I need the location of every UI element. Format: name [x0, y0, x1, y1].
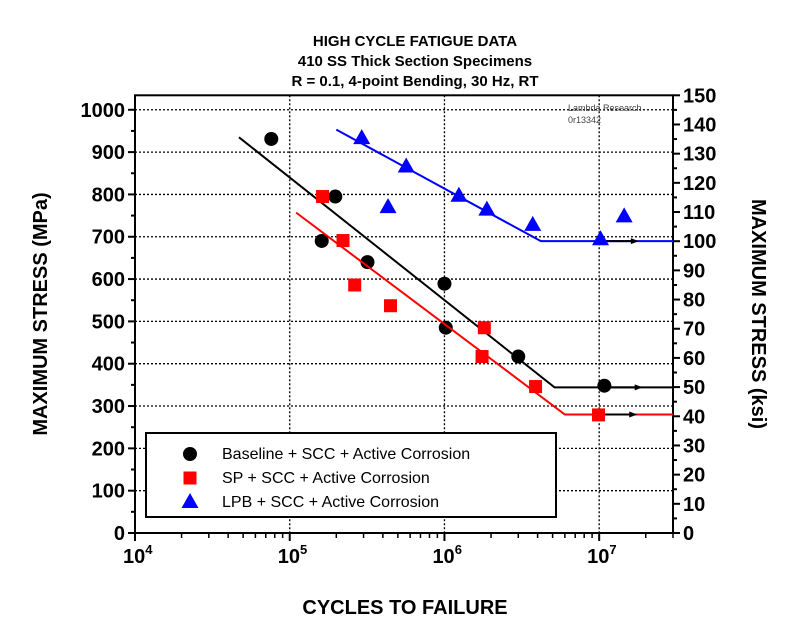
- y-tick-label: 200: [92, 438, 125, 460]
- y-tick-label: 500: [92, 311, 125, 333]
- data-point-lpb: [592, 230, 610, 246]
- y2-tick-label: 100: [683, 231, 716, 253]
- chart-subtitle-2: R = 0.1, 4-point Bending, 30 Hz, RT: [291, 73, 538, 90]
- annotation-id: 0r13342: [568, 115, 601, 125]
- data-point-lpb: [450, 186, 468, 202]
- data-point-baseline: [438, 320, 453, 335]
- y2-tick-label: 140: [683, 114, 716, 136]
- y2-tick-label: 130: [683, 144, 716, 166]
- y2-tick-label: 0: [683, 523, 694, 545]
- data-point-baseline: [328, 189, 343, 204]
- x-tick-label: 106: [432, 542, 461, 568]
- y2-tick-label: 10: [683, 494, 705, 516]
- y-tick-label: 800: [92, 184, 125, 206]
- fit-line-sp: [295, 211, 673, 416]
- data-point-sp: [475, 350, 489, 364]
- legend-label-baseline: Baseline + SCC + Active Corrosion: [222, 446, 470, 463]
- x-tick-label: 105: [278, 542, 307, 568]
- legend: Baseline + SCC + Active Corrosion SP + S…: [145, 432, 557, 518]
- y2-tick-label: 40: [683, 406, 705, 428]
- data-point-sp: [316, 190, 330, 204]
- data-point-sp: [529, 380, 543, 394]
- data-point-sp: [477, 321, 491, 335]
- data-point-lpb: [353, 129, 371, 145]
- y2-tick-label: 60: [683, 348, 705, 370]
- y-tick-label: 1000: [81, 100, 126, 122]
- y2-tick-label: 110: [683, 202, 715, 224]
- y-tick-label: 600: [92, 269, 125, 291]
- y2-tick-label: 30: [683, 435, 705, 457]
- y2-tick-label: 150: [683, 85, 716, 107]
- legend-marker-lpb: [181, 493, 199, 508]
- data-point-lpb: [615, 207, 633, 223]
- data-point-lpb: [524, 215, 542, 231]
- data-point-baseline: [360, 255, 375, 270]
- data-point-sp: [383, 299, 397, 313]
- x-tick-label: 107: [587, 542, 616, 568]
- chart-subtitle-1: 410 SS Thick Section Specimens: [298, 53, 532, 70]
- fit-line-lpb: [335, 128, 673, 243]
- arrowhead-baseline: [634, 384, 643, 391]
- chart-title: HIGH CYCLE FATIGUE DATA: [313, 33, 517, 50]
- legend-marker-sp: [183, 471, 197, 485]
- fit-line-baseline: [238, 136, 673, 389]
- data-point-sp: [348, 278, 362, 292]
- legend-box: [145, 432, 557, 518]
- y-tick-label: 300: [92, 396, 125, 418]
- y2-tick-label: 90: [683, 260, 705, 282]
- annotation-lab: Lambda Research: [568, 103, 642, 113]
- legend-label-lpb: LPB + SCC + Active Corrosion: [222, 494, 439, 511]
- legend-marker-baseline: [183, 447, 197, 461]
- axes: 0 100 200 300 400 500 600 700 800 900 1000 0 10 20 30 4…: [81, 85, 717, 568]
- data-point-sp: [592, 408, 606, 422]
- data-point-baseline: [314, 233, 329, 248]
- arrowhead-lpb: [630, 238, 639, 245]
- data-point-sp: [336, 234, 350, 248]
- data-point-baseline: [437, 276, 452, 291]
- y-axis-label: MAXIMUM STRESS (MPa): [30, 192, 52, 435]
- y2-tick-label: 70: [683, 319, 705, 341]
- x-tick-label: 104: [123, 542, 153, 568]
- series-layer: [238, 128, 673, 422]
- y-tick-label: 900: [92, 142, 125, 164]
- x-axis-label: CYCLES TO FAILURE: [302, 597, 507, 619]
- data-point-baseline: [597, 378, 612, 393]
- data-point-lpb: [379, 198, 397, 214]
- y-tick-label: 100: [92, 481, 125, 503]
- y-tick-label: 0: [114, 523, 125, 545]
- data-point-lpb: [478, 200, 496, 216]
- data-point-lpb: [397, 157, 415, 173]
- y2-tick-label: 20: [683, 465, 705, 487]
- y2-axis-label: MAXIMUM STRESS (ksi): [747, 199, 769, 429]
- data-point-baseline: [511, 349, 526, 364]
- legend-label-sp: SP + SCC + Active Corrosion: [222, 470, 430, 487]
- y2-tick-label: 80: [683, 290, 705, 312]
- y2-tick-label: 120: [683, 173, 716, 195]
- y2-tick-label: 50: [683, 377, 705, 399]
- arrowhead-sp: [629, 411, 638, 418]
- y-tick-label: 400: [92, 354, 125, 376]
- y-tick-label: 700: [92, 227, 125, 249]
- data-point-baseline: [264, 131, 279, 146]
